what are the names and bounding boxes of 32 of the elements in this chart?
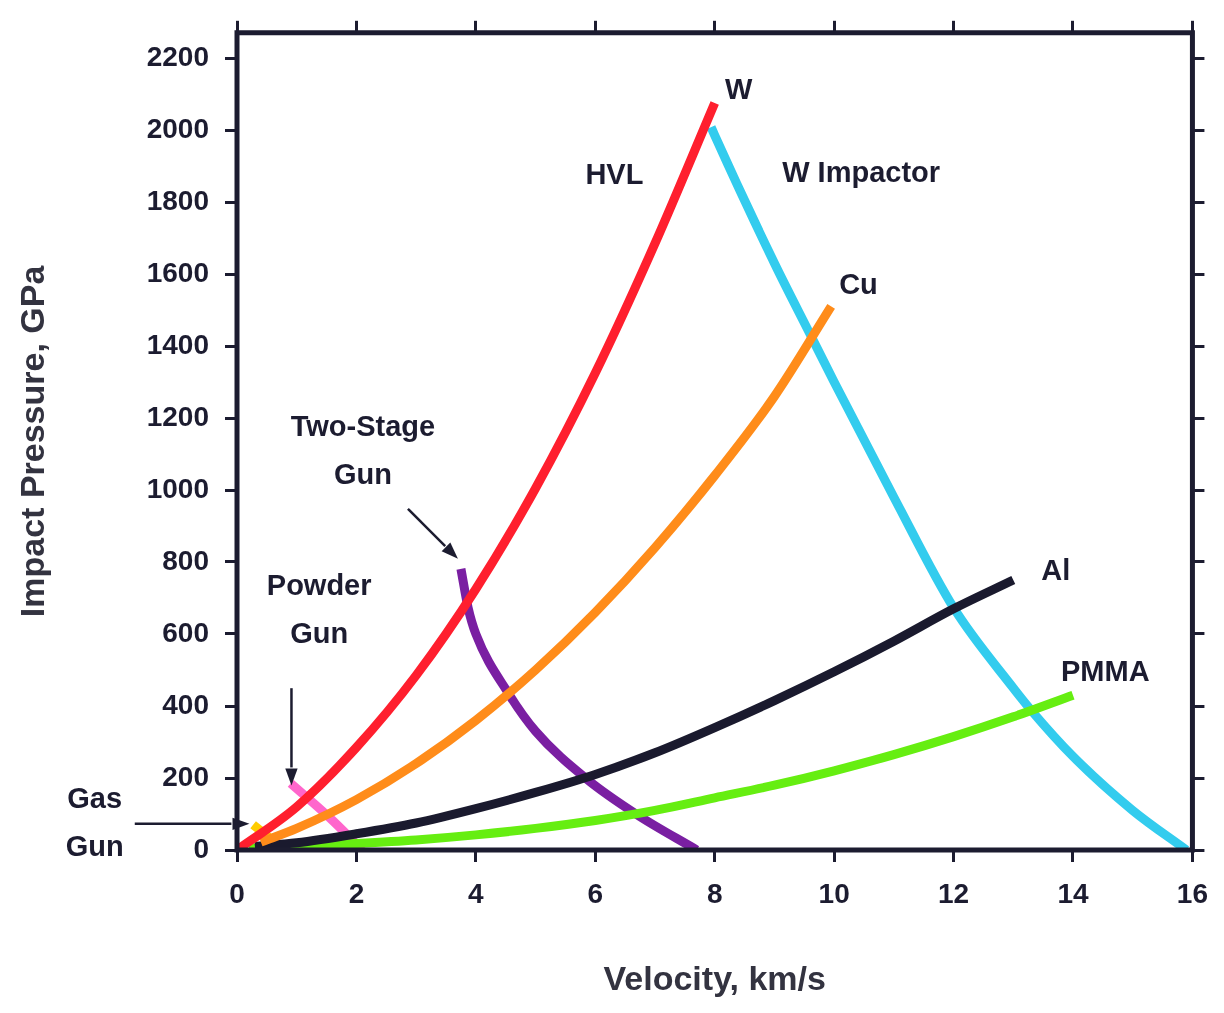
x-tick-label: 10 xyxy=(818,877,850,909)
y-tick-label: 800 xyxy=(162,544,209,576)
y-tick-label: 600 xyxy=(162,616,209,648)
x-tick-label: 14 xyxy=(1057,877,1089,909)
series-label: Al xyxy=(1041,554,1071,586)
x-tick-label: 4 xyxy=(468,877,485,909)
x-tick-label: 12 xyxy=(937,877,970,909)
x-tick-label: 0 xyxy=(229,877,245,909)
x-tick-label: 6 xyxy=(587,877,604,909)
y-tick-label: 2000 xyxy=(146,112,209,144)
series-label: W Impactor xyxy=(782,156,941,189)
y-tick-label: 0 xyxy=(193,832,209,864)
x-axis-title: Velocity, km/s xyxy=(603,958,826,997)
y-tick-label: 400 xyxy=(162,688,209,720)
series-label: W xyxy=(725,73,754,105)
y-tick-label: 1200 xyxy=(146,400,209,432)
y-tick-label: 1400 xyxy=(146,328,209,360)
y-tick-label: 1600 xyxy=(146,256,209,288)
y-tick-label: 2200 xyxy=(146,40,209,72)
y-tick-label: 200 xyxy=(162,760,209,792)
x-tick-label: 16 xyxy=(1176,877,1209,909)
annotation: Two-Stage Gun xyxy=(290,409,436,490)
x-tick-label: 2 xyxy=(348,877,365,909)
x-tick-label: 8 xyxy=(706,877,723,909)
series-label: PMMA xyxy=(1061,655,1150,688)
y-axis-title: Impact Pressure, GPa xyxy=(12,264,51,618)
annotation: HVL xyxy=(585,157,644,190)
y-tick-label: 1800 xyxy=(146,184,209,216)
annotation: Powder Gun xyxy=(266,569,372,650)
y-tick-label: 1000 xyxy=(146,472,209,504)
series-label: Cu xyxy=(839,268,878,301)
text: Gas Gun xyxy=(65,781,124,862)
